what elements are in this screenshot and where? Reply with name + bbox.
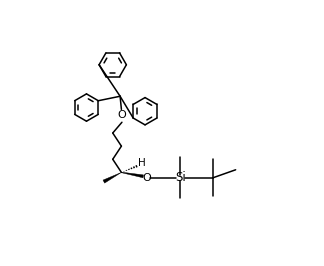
Text: O: O — [143, 173, 151, 183]
Polygon shape — [122, 172, 144, 178]
Text: Si: Si — [175, 171, 186, 184]
Text: O: O — [118, 110, 126, 120]
Text: H: H — [138, 158, 145, 168]
Polygon shape — [103, 172, 122, 183]
